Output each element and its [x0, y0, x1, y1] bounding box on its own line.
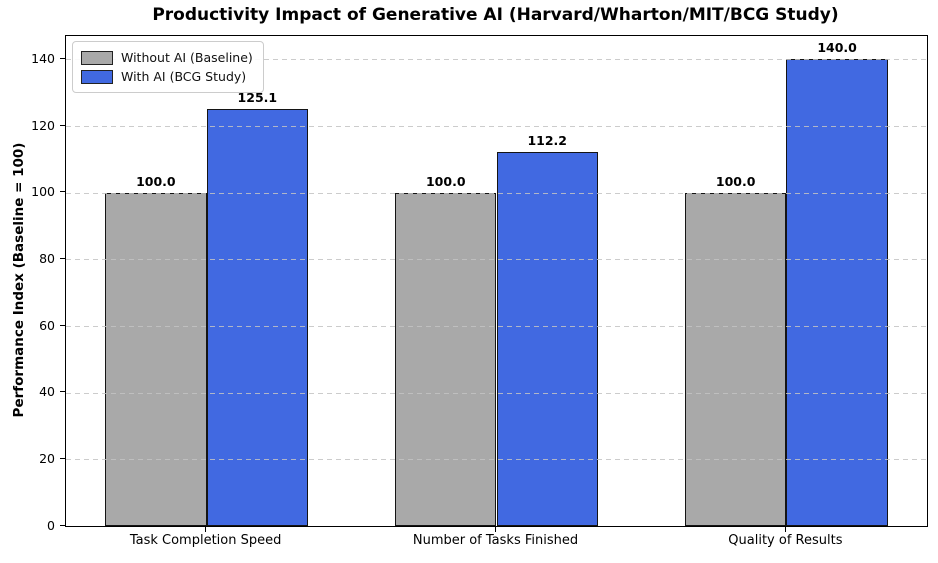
bar: [786, 59, 888, 526]
y-tick-mark: [60, 124, 65, 126]
y-tick-label: 80: [39, 250, 55, 266]
plot-area: Without AI (Baseline) With AI (BCG Study…: [65, 35, 928, 527]
gridline: [66, 459, 927, 461]
y-tick-label: 100: [31, 184, 55, 200]
bar: [206, 109, 309, 526]
legend-item-without-ai: Without AI (Baseline): [81, 48, 253, 67]
chart-title: Productivity Impact of Generative AI (Ha…: [152, 5, 839, 25]
y-tick-label: 0: [47, 517, 55, 533]
bar-value-label: 100.0: [715, 173, 756, 189]
legend-swatch-without-ai: [81, 50, 113, 65]
y-tick-mark: [60, 257, 65, 260]
y-tick-label: 120: [31, 117, 55, 133]
legend: Without AI (Baseline) With AI (BCG Study…: [72, 41, 264, 93]
bar: [395, 192, 497, 526]
gridline: [66, 59, 927, 61]
bar-value-label: 100.0: [425, 173, 466, 189]
x-tick-label: Number of Tasks Finished: [412, 533, 579, 548]
x-tick-label: Task Completion Speed: [129, 533, 282, 548]
x-tick-mark: [495, 526, 497, 532]
bar-value-label: 112.2: [527, 133, 567, 148]
x-tick-label: Quality of Results: [728, 533, 843, 548]
x-tick-mark: [205, 526, 207, 532]
bar-value-label: 100.0: [136, 173, 176, 189]
bar: [684, 192, 787, 526]
legend-label-with-ai: With AI (BCG Study): [121, 69, 247, 84]
gridline: [66, 192, 927, 194]
bar-value-label: 140.0: [817, 40, 857, 56]
y-tick-mark: [60, 391, 65, 393]
y-tick-label: 60: [39, 317, 55, 333]
gridline: [66, 392, 927, 394]
legend-label-without-ai: Without AI (Baseline): [121, 50, 253, 65]
y-tick-mark: [60, 57, 65, 60]
bar-value-label: 125.1: [237, 90, 278, 105]
x-tick-mark: [784, 526, 787, 532]
gridline: [66, 326, 927, 327]
y-tick-mark: [60, 524, 65, 526]
y-tick-mark: [60, 324, 65, 326]
y-tick-mark: [60, 191, 65, 193]
y-tick-label: 40: [39, 384, 55, 400]
bar: [105, 192, 207, 526]
y-tick-mark: [60, 457, 65, 460]
y-tick-label: 20: [39, 450, 55, 466]
gridline: [66, 126, 927, 127]
bar: [496, 152, 598, 526]
legend-swatch-with-ai: [81, 69, 113, 84]
y-tick-label: 140: [31, 50, 55, 66]
legend-item-with-ai: With AI (BCG Study): [81, 67, 253, 86]
gridline: [66, 259, 927, 261]
